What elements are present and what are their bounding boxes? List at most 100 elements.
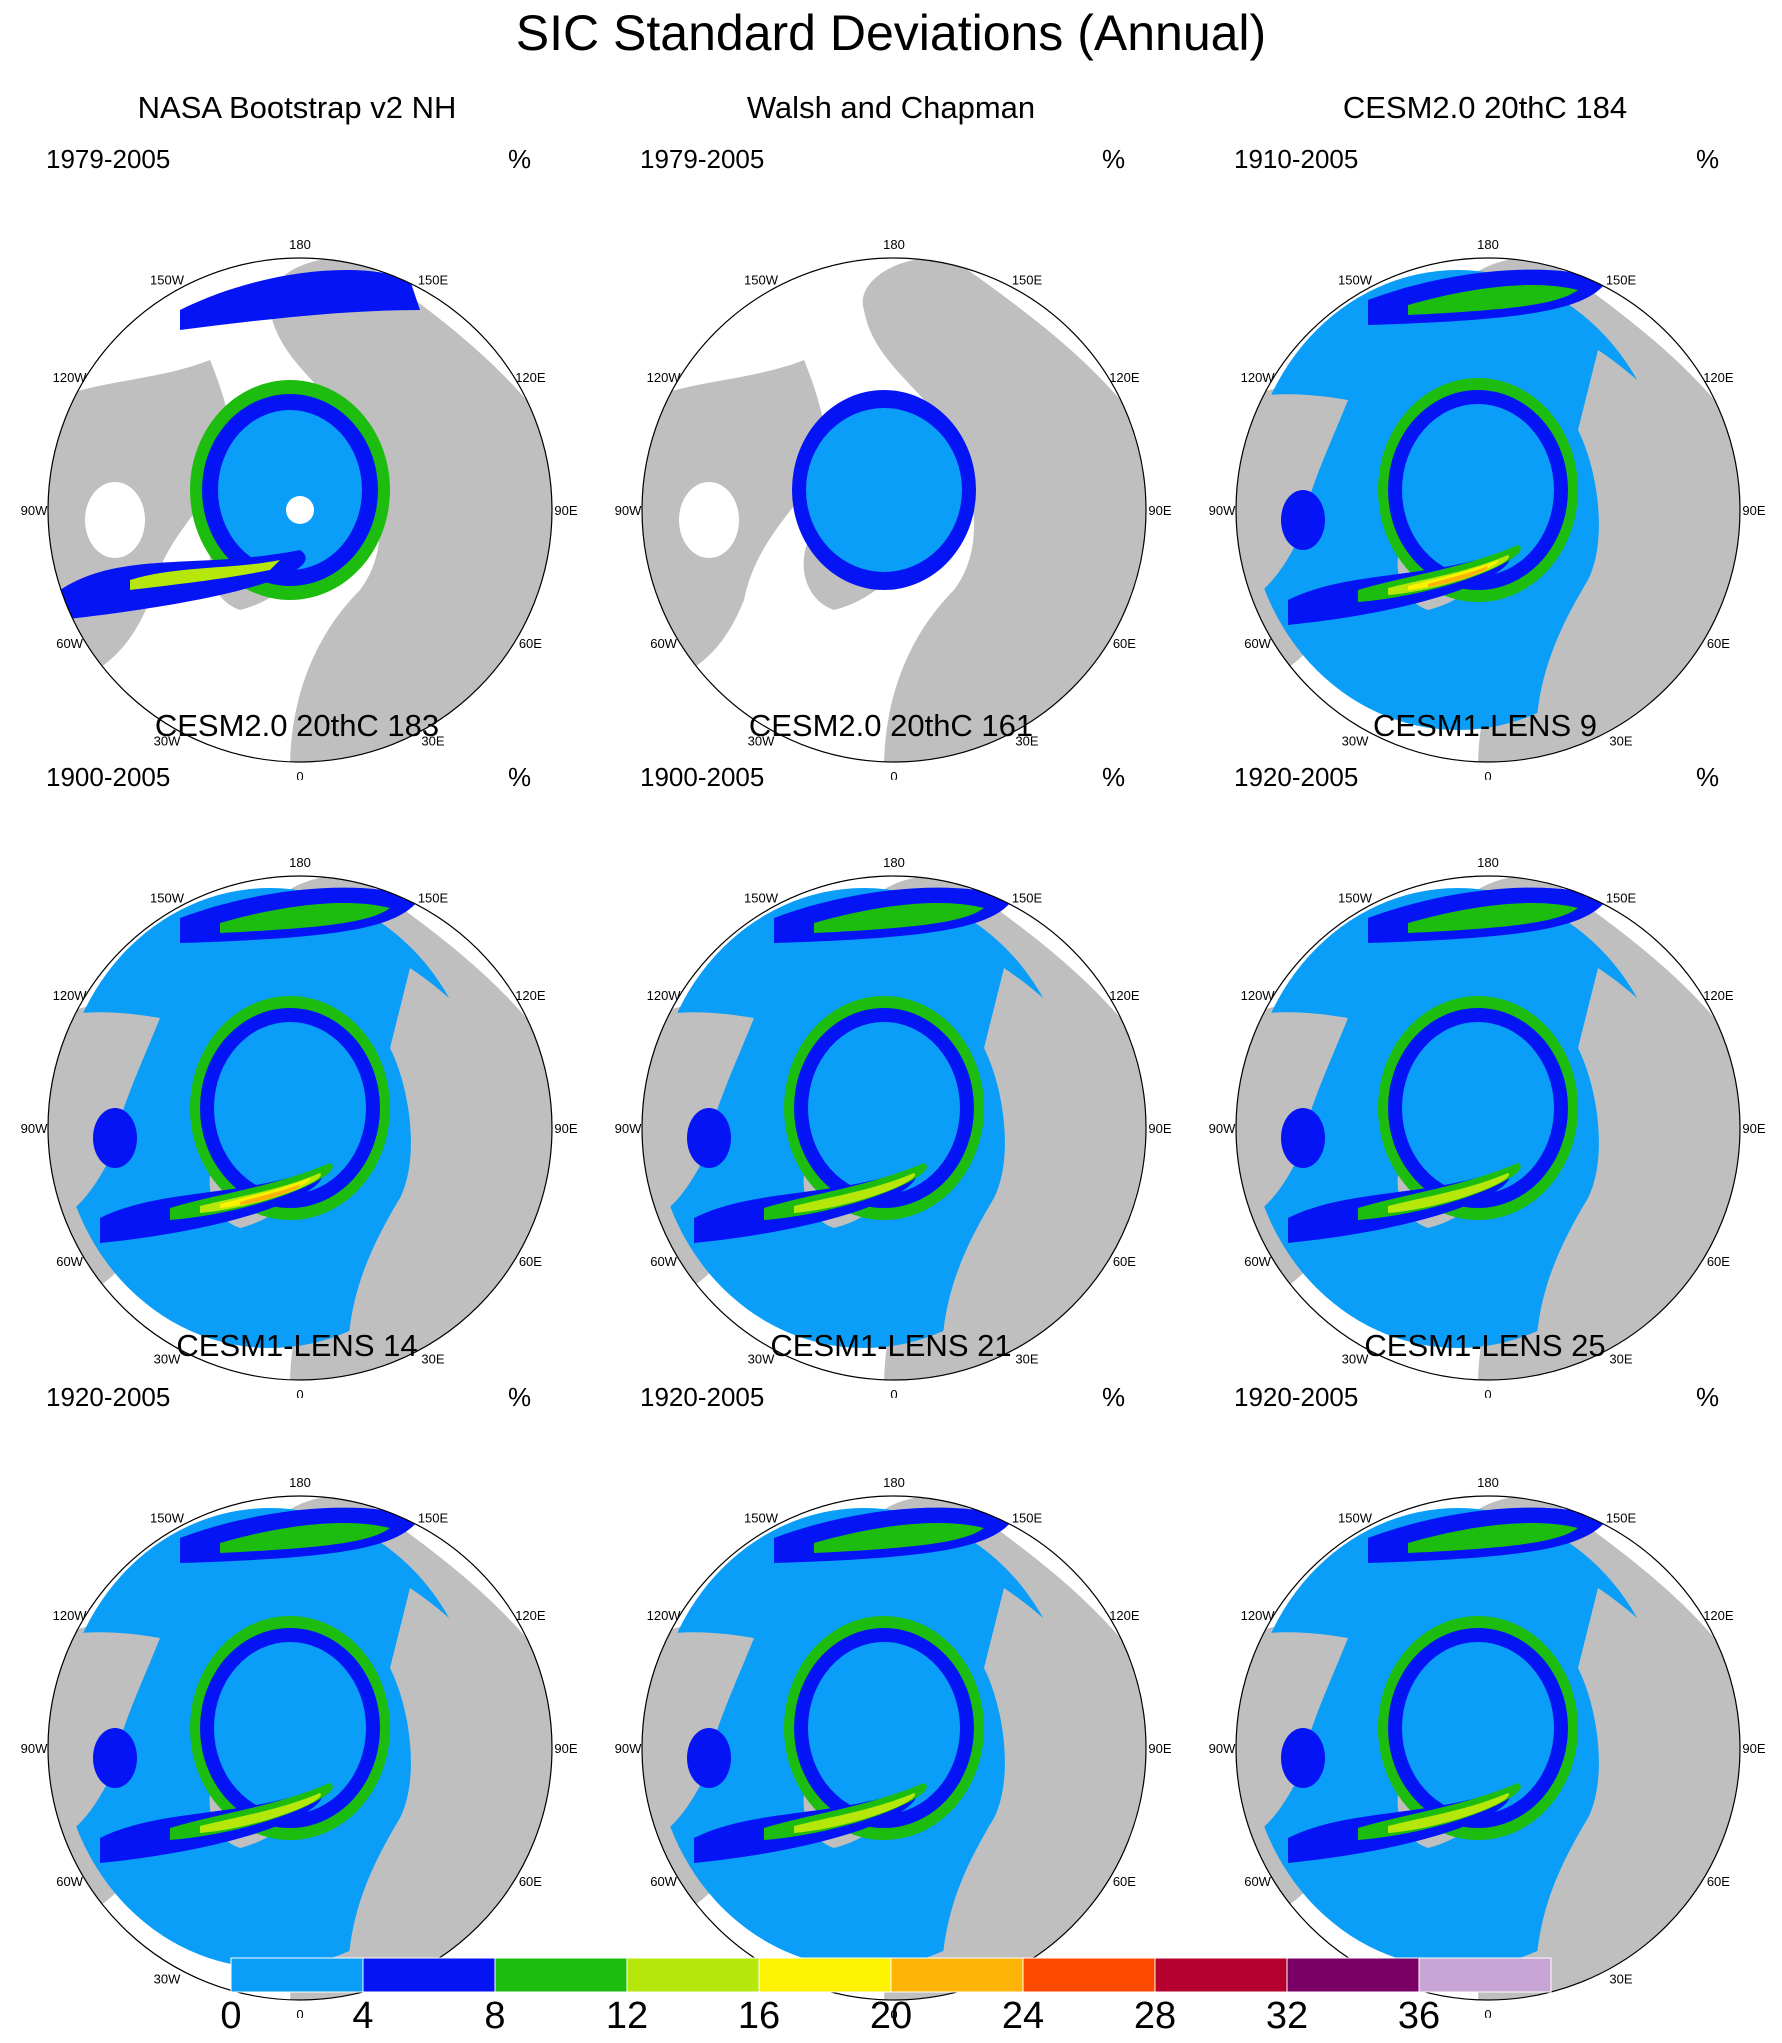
longitude-label: 150E <box>1606 1511 1637 1526</box>
longitude-label: 150W <box>150 273 185 288</box>
longitude-label: 30E <box>421 1971 444 1986</box>
panel-title: NASA Bootstrap v2 NH <box>137 90 457 125</box>
panel-title: Walsh and Chapman <box>746 90 1036 125</box>
longitude-label: 0 <box>1484 1387 1491 1398</box>
map-panel: 180 150E 120E 90E 60E 30E 0 30W 60W 90W 120W 150W CE… <box>1188 90 1782 780</box>
map-panel: 180 150E 120E 90E 60E 30E 0 30W 60W 90W 120W 150W CE… <box>0 708 594 1398</box>
panel-title: CESM1-LENS 14 <box>176 1328 418 1363</box>
panel-years: 1910-2005 <box>1234 144 1359 174</box>
colorbar-label: 32 <box>1265 1995 1309 2037</box>
longitude-label: 120W <box>53 988 88 1003</box>
longitude-label: 0 <box>296 2007 303 2018</box>
longitude-label: 30E <box>1609 1351 1632 1366</box>
longitude-label: 60W <box>650 1254 677 1269</box>
longitude-label: 150W <box>1338 891 1373 906</box>
longitude-label: 120E <box>515 988 546 1003</box>
panel-years: 1920-2005 <box>640 1382 765 1412</box>
longitude-label: 30W <box>748 733 775 748</box>
longitude-label: 120W <box>53 370 88 385</box>
longitude-label: 30W <box>1342 733 1369 748</box>
longitude-label: 150E <box>1606 273 1637 288</box>
panel-unit: % <box>1696 144 1720 174</box>
map-panel: 180 150E 120E 90E 60E 30E 0 30W 60W 90W 120W 150W CE… <box>594 708 1188 1398</box>
longitude-label: 120W <box>647 988 682 1003</box>
longitude-label: 120E <box>1109 370 1140 385</box>
panel-unit: % <box>508 144 532 174</box>
longitude-label: 150E <box>1012 273 1043 288</box>
longitude-label: 90W <box>615 1121 642 1136</box>
longitude-label: 180 <box>289 1475 311 1490</box>
longitude-label: 180 <box>1477 237 1499 252</box>
longitude-label: 30W <box>1342 1971 1369 1986</box>
longitude-label: 180 <box>883 855 905 870</box>
longitude-label: 90E <box>554 1741 577 1756</box>
polar-map: 180 150E 120E 90E 60E 30E 0 30W 60W 90W 120W 150W <box>21 237 578 780</box>
colorbar-label: 4 <box>352 1995 374 2037</box>
longitude-label: 0 <box>1484 2007 1491 2018</box>
longitude-label: 30W <box>748 1351 775 1366</box>
colorbar-label: 24 <box>1001 1995 1045 2037</box>
colorbar-label: 28 <box>1133 1995 1177 2037</box>
longitude-label: 60E <box>519 636 542 651</box>
polar-map: 180 150E 120E 90E 60E 30E 0 30W 60W 90W 120W 150W <box>1209 1475 1766 2018</box>
longitude-label: 90E <box>1148 1121 1171 1136</box>
longitude-label: 120E <box>1703 1608 1734 1623</box>
longitude-label: 30E <box>1609 733 1632 748</box>
longitude-label: 30E <box>1609 1971 1632 1986</box>
panel-unit: % <box>1102 762 1126 792</box>
panel-unit: % <box>508 1382 532 1412</box>
longitude-label: 60W <box>650 1874 677 1889</box>
longitude-label: 120W <box>1241 1608 1276 1623</box>
longitude-label: 30E <box>1015 1351 1038 1366</box>
longitude-label: 60W <box>1244 1874 1271 1889</box>
longitude-label: 60W <box>56 636 83 651</box>
longitude-label: 150W <box>744 1511 779 1526</box>
panel-unit: % <box>1102 1382 1126 1412</box>
longitude-label: 90E <box>1148 1741 1171 1756</box>
panel-unit: % <box>508 762 532 792</box>
longitude-label: 150W <box>744 891 779 906</box>
longitude-label: 150W <box>744 273 779 288</box>
longitude-label: 30W <box>748 1971 775 1986</box>
longitude-label: 90W <box>615 1741 642 1756</box>
longitude-label: 120W <box>1241 988 1276 1003</box>
panel-title: CESM1-LENS 9 <box>1373 708 1597 743</box>
map-panel: 180 150E 120E 90E 60E 30E 0 30W 60W 90W 120W 150W CE… <box>1188 1328 1782 2018</box>
longitude-label: 150E <box>1012 1511 1043 1526</box>
longitude-label: 0 <box>890 769 897 780</box>
longitude-label: 0 <box>1484 769 1491 780</box>
panel-title: CESM2.0 20thC 161 <box>748 708 1034 743</box>
longitude-label: 60E <box>519 1874 542 1889</box>
longitude-label: 60W <box>1244 1254 1271 1269</box>
longitude-label: 180 <box>1477 855 1499 870</box>
longitude-label: 30W <box>154 733 181 748</box>
longitude-label: 90W <box>21 1741 48 1756</box>
polar-map: 180 150E 120E 90E 60E 30E 0 30W 60W 90W 120W 150W <box>21 855 578 1398</box>
longitude-label: 180 <box>289 855 311 870</box>
longitude-label: 30E <box>421 733 444 748</box>
colorbar-label: 36 <box>1397 1995 1441 2037</box>
longitude-label: 90E <box>554 1121 577 1136</box>
longitude-label: 150W <box>150 891 185 906</box>
polar-map: 180 150E 120E 90E 60E 30E 0 30W 60W 90W 120W 150W <box>1209 237 1766 780</box>
polar-map: 180 150E 120E 90E 60E 30E 0 30W 60W 90W 120W 150W <box>615 237 1172 780</box>
longitude-label: 120W <box>647 1608 682 1623</box>
colorbar-label: 8 <box>484 1995 506 2037</box>
longitude-label: 60E <box>1707 1254 1730 1269</box>
longitude-label: 60W <box>56 1874 83 1889</box>
longitude-label: 120E <box>1109 1608 1140 1623</box>
map-panel: 180 150E 120E 90E 60E 30E 0 30W 60W 90W 120W 150W CE… <box>1188 708 1782 1398</box>
longitude-label: 30W <box>1342 1351 1369 1366</box>
longitude-label: 90W <box>1209 503 1236 518</box>
longitude-label: 150E <box>418 1511 449 1526</box>
longitude-label: 120W <box>647 370 682 385</box>
longitude-label: 0 <box>296 1387 303 1398</box>
longitude-label: 120E <box>515 370 546 385</box>
longitude-label: 180 <box>1477 1475 1499 1490</box>
longitude-label: 30E <box>1015 1971 1038 1986</box>
panel-years: 1920-2005 <box>1234 1382 1359 1412</box>
longitude-label: 0 <box>296 769 303 780</box>
figure-title: SIC Standard Deviations (Annual) <box>515 5 1267 61</box>
longitude-label: 30E <box>1015 733 1038 748</box>
colorbar-label: 12 <box>605 1995 649 2037</box>
